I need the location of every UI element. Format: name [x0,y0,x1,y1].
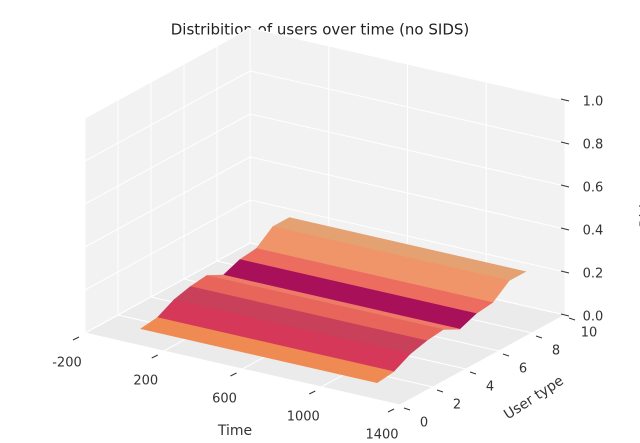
z-tick [560,141,570,145]
z-tick-label: 0.2 [583,267,604,282]
x-tick-label: 600 [212,392,237,407]
grid-line [84,199,251,291]
left-pane [85,28,250,333]
x-tick-label: 1400 [365,428,398,443]
y-tick [469,371,477,375]
y-tick [436,389,444,393]
x-tick [72,336,80,341]
grid-line [84,242,251,334]
y-tick-label: 4 [486,380,494,395]
y-tick-label: 2 [453,398,461,413]
grid-line [249,70,566,144]
z-tick-label: 0.0 [583,310,604,325]
surface-patch [140,317,395,384]
grid-line [399,314,566,406]
z-tick [560,227,570,231]
x-tick-label: 1000 [287,410,320,425]
z-tick-label: 0.6 [583,181,604,196]
x-tick [387,408,395,413]
grid-line [249,156,566,230]
y-axis-label: User type [501,373,566,423]
z-tick-label: 0.8 [583,138,604,153]
z-tick [560,270,570,274]
y-tick [403,407,411,411]
x-axis-label: Time [217,423,252,439]
grid-line [84,70,251,162]
y-tick-label: 0 [420,416,428,431]
x-tick [151,354,158,359]
z-tick-label: 1.0 [583,95,604,110]
grid-line [249,199,566,273]
grid-line [84,156,251,248]
grid-line [84,27,251,119]
z-tick-label: 0.4 [583,224,604,239]
y-tick-label: 10 [581,326,598,341]
chart-title: Distribition of users over time (no SIDS… [171,21,470,39]
z-tick [560,184,570,188]
x-tick [309,390,316,395]
x-tick-label: 200 [133,374,158,389]
y-tick-label: 6 [519,362,527,377]
z-tick [560,313,570,317]
y-tick [502,353,510,357]
y-tick [535,335,543,339]
y-tick [568,317,576,321]
x-tick [230,372,237,377]
grid-line [84,332,401,406]
grid-line [249,113,566,187]
x-tick-label: -200 [52,356,82,371]
y-tick-label: 8 [552,344,560,359]
grid-line [84,113,251,205]
z-tick [560,98,570,102]
z-axis-label: P(t) [638,203,640,228]
grid-line [249,27,566,101]
